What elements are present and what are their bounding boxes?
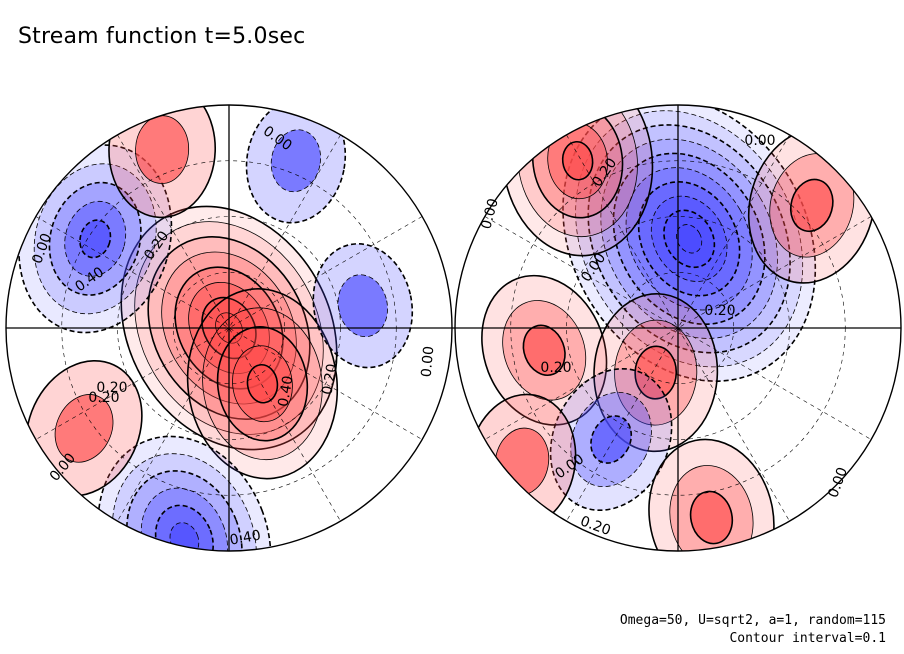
contour-label: 0.20 <box>88 390 119 406</box>
contour-label: 0.20 <box>704 303 735 319</box>
longitude-gridline <box>484 216 872 440</box>
page-title: Stream function t=5.0sec <box>18 24 306 49</box>
contour-label: 0.40 <box>275 375 296 408</box>
contour-label: 0.00 <box>478 197 502 231</box>
negative-contour-ring <box>79 219 112 259</box>
positive-contour-ring <box>246 363 279 404</box>
left-hemisphere-panel: 0.200.00 0.200.400.000.000.200.400.200.00… <box>5 104 453 552</box>
right-hemisphere-panel: 0.000.000.000.200.200.000.200.000.20 <box>454 104 902 552</box>
longitude-gridline <box>566 134 790 522</box>
contour-label: 0.20 <box>96 380 127 396</box>
parameters-note: Omega=50, U=sqrt2, a=1, random=115 <box>619 613 886 628</box>
longitude-gridline <box>117 134 341 522</box>
contour-interval-note: Contour interval=0.1 <box>729 631 886 646</box>
longitude-gridline <box>35 216 423 440</box>
positive-contour-ring <box>689 490 734 545</box>
negative-contour-ring <box>270 129 321 193</box>
contour-label: 0.20 <box>540 360 571 376</box>
positive-contour-ring <box>522 324 566 376</box>
negative-contour-ring <box>337 274 388 338</box>
longitude-gridline <box>566 134 790 522</box>
positive-contour-ring <box>634 345 678 400</box>
positive-contour-ring <box>561 140 594 181</box>
longitude-gridline <box>484 216 872 440</box>
positive-contour-ring <box>54 394 114 463</box>
positive-contour-ring <box>135 115 190 184</box>
longitude-gridline <box>117 134 341 522</box>
positive-contour-ring <box>789 178 834 233</box>
contour-label: 0.20 <box>319 363 340 396</box>
contour-label: 0.00 <box>744 133 775 149</box>
contour-label: 0.40 <box>229 527 262 548</box>
contour-label: 0.00 <box>419 345 438 377</box>
longitude-gridline <box>35 216 423 440</box>
negative-contour-ring <box>676 224 703 254</box>
